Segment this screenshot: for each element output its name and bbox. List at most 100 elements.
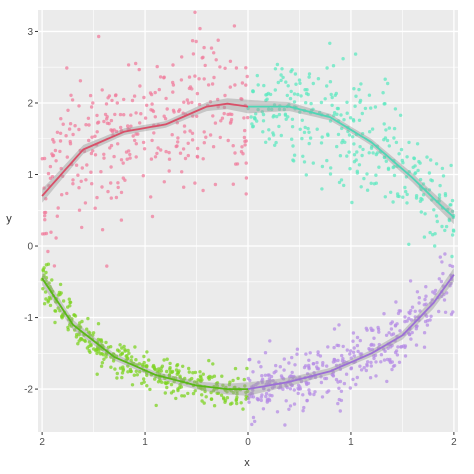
data-point — [313, 390, 317, 394]
data-point — [163, 381, 167, 385]
data-point — [263, 351, 268, 355]
data-point — [167, 157, 172, 161]
data-point — [370, 144, 374, 149]
data-point — [325, 66, 329, 70]
data-point — [171, 63, 175, 67]
data-point — [340, 353, 344, 358]
data-point — [401, 195, 405, 199]
data-point — [319, 375, 323, 379]
data-point — [299, 379, 304, 384]
data-point — [244, 161, 248, 165]
data-point — [353, 104, 357, 108]
data-point — [108, 146, 112, 150]
data-point — [302, 365, 307, 370]
data-point — [66, 305, 70, 309]
data-point — [202, 45, 206, 50]
data-point — [332, 345, 336, 350]
data-point — [358, 145, 362, 149]
y-tick-label: -1 — [24, 313, 33, 324]
data-point — [116, 181, 120, 185]
data-point — [219, 119, 223, 123]
data-point — [350, 200, 354, 205]
data-point — [151, 109, 156, 114]
data-point — [195, 154, 199, 159]
data-point — [318, 110, 322, 115]
y-tick-label: 2 — [27, 98, 33, 109]
data-point — [232, 24, 237, 28]
data-point — [443, 252, 447, 256]
data-point — [129, 369, 133, 374]
data-point — [346, 129, 350, 134]
data-point — [407, 140, 411, 145]
data-point — [186, 101, 191, 105]
data-point — [377, 330, 381, 334]
data-point — [390, 360, 394, 364]
data-point — [427, 171, 432, 175]
data-point — [243, 384, 247, 388]
data-point — [418, 177, 423, 182]
data-point — [292, 402, 297, 406]
data-point — [345, 154, 349, 158]
data-point — [301, 393, 305, 397]
data-point — [234, 66, 239, 70]
data-point — [365, 172, 369, 176]
data-point — [292, 100, 297, 104]
data-point — [239, 97, 243, 101]
data-point — [320, 164, 325, 169]
data-point — [352, 160, 357, 164]
data-point — [335, 343, 339, 347]
data-point — [295, 347, 300, 351]
data-point — [345, 111, 349, 115]
data-point — [86, 330, 91, 334]
data-point — [167, 373, 172, 377]
data-point — [91, 149, 95, 153]
data-point — [118, 112, 123, 117]
data-point — [405, 155, 409, 159]
data-point — [244, 192, 248, 196]
data-point — [245, 366, 249, 371]
data-point — [175, 121, 179, 125]
data-point — [190, 100, 194, 105]
data-point — [208, 100, 213, 104]
data-point — [156, 146, 160, 150]
data-point — [223, 66, 227, 71]
data-point — [423, 297, 427, 302]
data-point — [249, 115, 253, 119]
data-point — [275, 62, 280, 67]
y-tick-label: -2 — [24, 385, 33, 396]
data-point — [360, 153, 364, 158]
data-point — [228, 59, 233, 63]
data-point — [437, 309, 441, 314]
data-point — [261, 112, 266, 117]
data-point — [193, 74, 197, 78]
data-point — [122, 97, 126, 102]
data-point — [267, 388, 271, 392]
data-point — [83, 201, 88, 205]
data-point — [301, 409, 305, 413]
data-point — [73, 124, 77, 128]
data-point — [42, 273, 46, 277]
data-point — [409, 318, 414, 322]
data-point — [389, 327, 394, 331]
data-point — [123, 349, 127, 353]
smooth-line — [247, 274, 455, 390]
data-point — [190, 39, 195, 43]
data-point — [351, 350, 356, 354]
data-point — [254, 112, 258, 116]
data-point — [246, 106, 250, 111]
data-point — [222, 111, 226, 116]
data-point — [100, 88, 104, 92]
data-point — [191, 52, 196, 56]
smooth-line — [41, 277, 248, 390]
data-point — [354, 382, 358, 387]
data-point — [52, 264, 57, 268]
smooth-line — [248, 105, 455, 219]
data-point — [345, 100, 349, 105]
data-point — [387, 331, 391, 335]
data-point — [85, 163, 89, 167]
data-point — [421, 182, 426, 186]
data-point — [84, 178, 88, 182]
data-point — [440, 224, 444, 229]
data-point — [264, 140, 268, 144]
data-point — [398, 113, 403, 118]
